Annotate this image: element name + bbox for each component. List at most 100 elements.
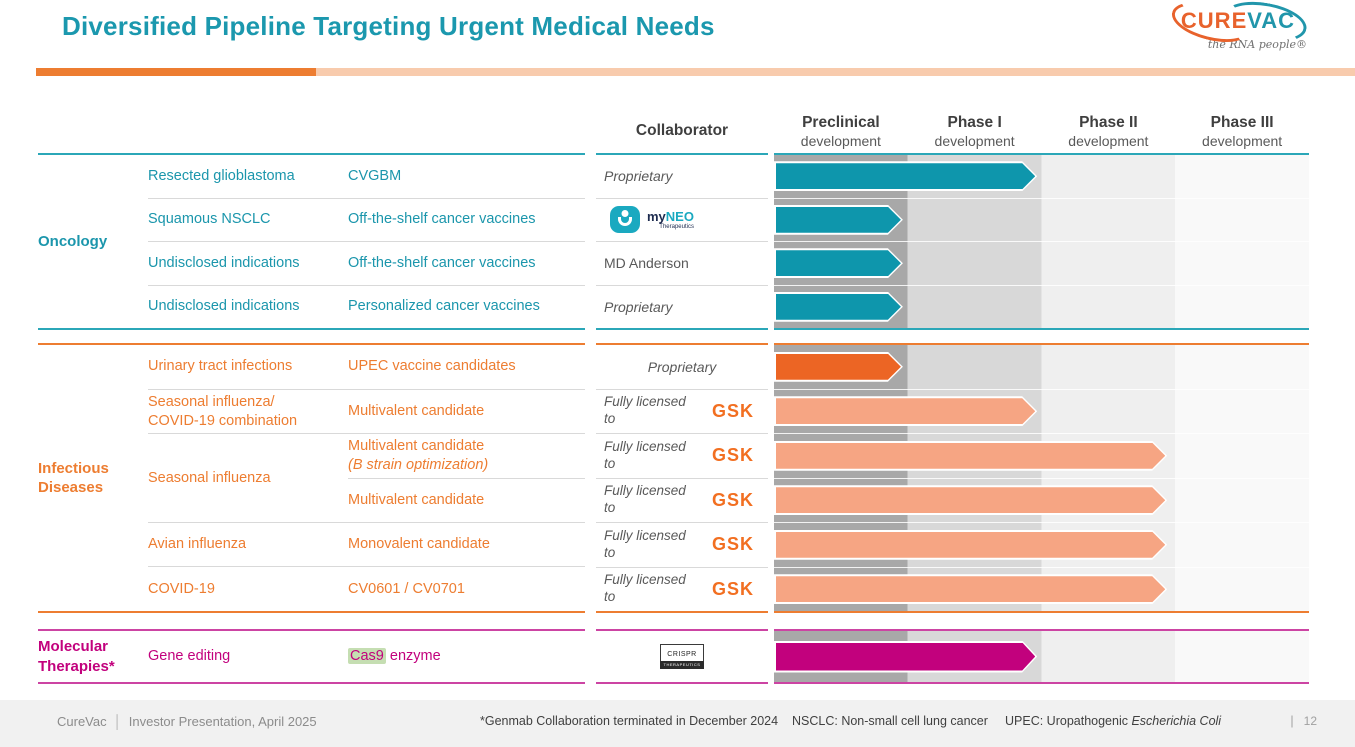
candidate-cell: Multivalent candidate	[348, 479, 585, 522]
candidate: UPEC vaccine candidates	[348, 358, 516, 375]
table-row-group: Seasonal influenza Multivalent candidate…	[148, 434, 585, 523]
gsk-logo: GSK	[711, 489, 754, 510]
candidate: Multivalent candidate	[348, 438, 485, 455]
section-molecular-therapies: Molecular Therapies* Gene editing Cas9 e…	[38, 629, 1309, 684]
pipeline-arrow-covid19	[774, 574, 1167, 604]
indication: Urinary tract infections	[148, 358, 293, 375]
pipeline-arrow-uti	[774, 352, 903, 382]
indication: Undisclosed indications	[148, 298, 300, 315]
footer-note-nsclc: NSCLC: Non-small cell lung cancer	[792, 714, 988, 728]
curevac-logo: CUREVAC the RNA people®	[1163, 0, 1313, 51]
table-row: COVID-19 CV0601 / CV0701	[148, 567, 585, 611]
collaborator-cell: MD Anderson	[596, 242, 768, 286]
pipeline-arrow-squamous-nsclc	[774, 205, 903, 235]
chart-row	[774, 390, 1309, 434]
candidate-cell: Multivalent candidate (B strain optimiza…	[348, 434, 585, 479]
table-row: Urinary tract infections UPEC vaccine ca…	[148, 345, 585, 390]
chart-row	[774, 199, 1309, 242]
molecular-phase-chart	[774, 629, 1309, 684]
oncology-phase-chart	[774, 155, 1309, 330]
footer-brand-line: CureVac │ Investor Presentation, April 202…	[57, 714, 317, 729]
indication: COVID-19 combination	[148, 412, 298, 429]
phase-header-phase2: Phase II development	[1068, 114, 1149, 149]
phase-headers: Preclinical development Phase I developm…	[774, 108, 1309, 155]
candidate: Off-the-shelf cancer vaccines	[348, 211, 536, 228]
chart-row	[774, 434, 1309, 479]
infectious-rows: Urinary tract infections UPEC vaccine ca…	[148, 345, 585, 611]
chart-row	[774, 568, 1309, 612]
collaborator-cell: myNEO Therapeutics	[596, 199, 768, 242]
pipeline-arrow-multivalent	[774, 485, 1167, 515]
collaborator-cell: Fully licensed to GSK	[596, 434, 768, 479]
molecular-left: Molecular Therapies* Gene editing Cas9 e…	[38, 629, 585, 684]
accent-bar	[0, 68, 1355, 76]
indication: Seasonal influenza/	[148, 393, 275, 410]
candidate-note: (B strain optimization)	[348, 456, 489, 473]
collaborator-cell: Proprietary	[596, 155, 768, 199]
indication: Seasonal influenza	[148, 469, 271, 486]
gsk-logo: GSK	[711, 445, 754, 466]
section-label-infectious: Infectious Diseases	[38, 459, 109, 497]
infectious-phase-chart	[774, 343, 1309, 613]
pipeline-arrow-gene-editing	[774, 641, 1037, 673]
chart-row	[774, 345, 1309, 390]
logo-text-cure: CURE	[1180, 8, 1248, 33]
section-oncology: Oncology Resected glioblastoma CVGBM Squ…	[38, 155, 1309, 330]
page-number: | 12	[1290, 714, 1317, 728]
table-row: Gene editing Cas9 enzyme	[148, 631, 585, 682]
collaborator-cell: Proprietary	[596, 345, 768, 390]
chart-row	[774, 286, 1309, 329]
chart-row	[774, 479, 1309, 523]
pipeline-arrow-avian	[774, 530, 1167, 560]
table-row: Undisclosed indications Off-the-shelf ca…	[148, 242, 585, 286]
infectious-left: Infectious Diseases Urinary tract infect…	[38, 343, 585, 613]
footer-note-upec: UPEC: Uropathogenic Escherichia Coli	[1005, 714, 1222, 728]
pipeline-arrow-undisclosed-2	[774, 292, 903, 322]
myneo-icon	[610, 206, 640, 234]
section-label-molecular: Molecular Therapies*	[38, 638, 115, 675]
page-title: Diversified Pipeline Targeting Urgent Me…	[62, 11, 715, 41]
indication: COVID-19	[148, 580, 215, 597]
footer: CureVac │ Investor Presentation, April 202…	[0, 700, 1355, 747]
gsk-logo: GSK	[711, 400, 754, 421]
table-row: Avian influenza Monovalent candidate	[148, 523, 585, 568]
table-header: Collaborator Preclinical development Pha…	[38, 108, 1309, 155]
phase-header-phase1: Phase I development	[934, 114, 1015, 149]
candidate: Cas9 enzyme	[348, 648, 441, 665]
gsk-logo: GSK	[711, 534, 754, 555]
curevac-wordmark: CUREVAC	[1167, 0, 1310, 50]
oncology-collaborators: Proprietary myNEO Therapeutics MD Anders…	[596, 155, 768, 330]
cas9-highlight: Cas9	[348, 648, 386, 665]
table-row: Resected glioblastoma CVGBM	[148, 155, 585, 199]
accent-bar-dark	[36, 68, 316, 76]
candidate: Multivalent candidate	[348, 491, 485, 508]
candidate: Multivalent candidate	[348, 403, 485, 420]
accent-bar-light	[316, 68, 1355, 76]
phase-header-preclinical: Preclinical development	[800, 114, 881, 149]
logo-tagline: the RNA people®	[1207, 38, 1307, 51]
section-infectious-diseases: Infectious Diseases Urinary tract infect…	[38, 343, 1309, 613]
candidate: Off-the-shelf cancer vaccines	[348, 254, 536, 271]
indication: Resected glioblastoma	[148, 167, 295, 184]
logo-text-vac: VAC	[1247, 8, 1296, 33]
chart-row	[774, 631, 1309, 682]
footer-note-genmab: *Genmab Collaboration terminated in Dece…	[480, 714, 779, 728]
infectious-collaborators: Proprietary Fully licensed to GSK Fully …	[596, 343, 768, 613]
collaborator-cell: Fully licensed to GSK	[596, 479, 768, 523]
indication: Gene editing	[148, 648, 231, 665]
pipeline-arrow-multivalent-bstrain	[774, 441, 1167, 471]
candidate: CVGBM	[348, 167, 402, 184]
section-label-oncology: Oncology	[38, 232, 108, 250]
candidate: Monovalent candidate	[348, 536, 490, 553]
candidate: Personalized cancer vaccines	[348, 298, 540, 315]
header-left-spacer	[38, 108, 585, 155]
collaborator-cell: Proprietary	[604, 298, 673, 315]
collaborator-cell: CRISPR THERAPEUTICS	[596, 631, 768, 682]
collaborator-cell: Fully licensed to GSK	[596, 523, 768, 568]
table-row: Squamous NSCLC Off-the-shelf cancer vacc…	[148, 199, 585, 242]
collaborator-cell: Fully licensed to GSK	[596, 390, 768, 434]
chart-row	[774, 523, 1309, 568]
indication: Squamous NSCLC	[148, 211, 271, 228]
table-row: Undisclosed indications Personalized can…	[148, 286, 585, 329]
